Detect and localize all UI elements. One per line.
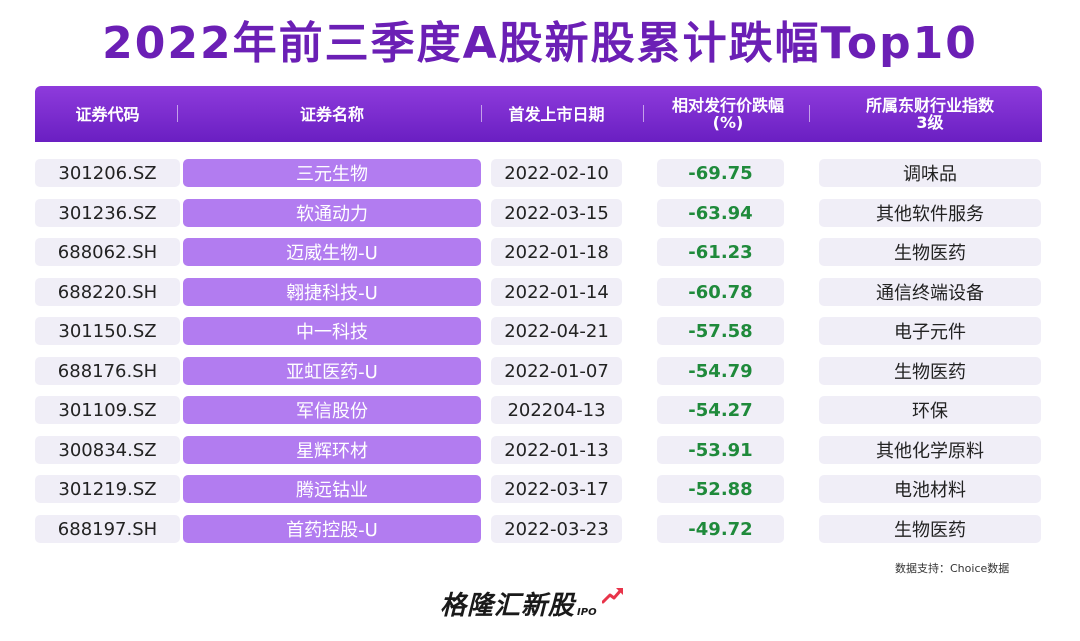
table-row: 301236.SZ 软通动力 2022-03-15 -63.94 其他软件服务 (0, 199, 1080, 227)
cell-pct: -54.27 (657, 396, 784, 424)
cell-code: 688176.SH (35, 357, 180, 385)
cell-name: 军信股份 (183, 396, 481, 424)
table-row: 301206.SZ 三元生物 2022-02-10 -69.75 调味品 (0, 159, 1080, 187)
cell-pct: -63.94 (657, 199, 784, 227)
brand-logo: 格隆汇新股 IPO (440, 586, 623, 622)
cell-date: 2022-01-14 (491, 278, 622, 306)
cell-industry: 其他软件服务 (819, 199, 1041, 227)
cell-date: 2022-01-07 (491, 357, 622, 385)
data-source-note: 数据支持：Choice数据 (895, 562, 1010, 575)
cell-pct: -57.58 (657, 317, 784, 345)
cell-name: 腾远钴业 (183, 475, 481, 503)
cell-code: 688197.SH (35, 515, 180, 543)
header-divider (643, 105, 644, 122)
header-code: 证券代码 (75, 104, 140, 124)
cell-name: 迈威生物-U (183, 238, 481, 266)
header-name: 证券名称 (299, 104, 364, 124)
table-row: 301109.SZ 军信股份 202204-13 -54.27 环保 (0, 396, 1080, 424)
cell-code: 301236.SZ (35, 199, 180, 227)
header-divider (177, 105, 178, 122)
cell-pct: -60.78 (657, 278, 784, 306)
table-header: 证券代码 证券名称 首发上市日期 相对发行价跌幅 (%) 所属东财行业指数 3级 (35, 86, 1042, 142)
cell-industry: 其他化学原料 (819, 436, 1041, 464)
cell-date: 2022-01-18 (491, 238, 622, 266)
cell-industry: 电子元件 (819, 317, 1041, 345)
table-row: 688220.SH 翱捷科技-U 2022-01-14 -60.78 通信终端设… (0, 278, 1080, 306)
cell-date: 2022-03-17 (491, 475, 622, 503)
cell-code: 688220.SH (35, 278, 180, 306)
cell-code: 688062.SH (35, 238, 180, 266)
logo-text: 格隆汇新股 (440, 591, 576, 621)
cell-name: 三元生物 (183, 159, 481, 187)
header-divider (481, 105, 482, 122)
cell-name: 翱捷科技-U (183, 278, 481, 306)
cell-date: 2022-04-21 (491, 317, 622, 345)
cell-industry: 通信终端设备 (819, 278, 1041, 306)
cell-industry: 调味品 (819, 159, 1041, 187)
cell-code: 301109.SZ (35, 396, 180, 424)
cell-pct: -52.88 (657, 475, 784, 503)
trend-up-arrow-icon (602, 588, 623, 604)
cell-pct: -54.79 (657, 357, 784, 385)
cell-code: 300834.SZ (35, 436, 180, 464)
header-date: 首发上市日期 (508, 104, 605, 124)
cell-date: 2022-02-10 (491, 159, 622, 187)
cell-name: 亚虹医药-U (183, 357, 481, 385)
cell-name: 软通动力 (183, 199, 481, 227)
header-pct: 相对发行价跌幅 (%) (671, 96, 784, 132)
table-row: 301219.SZ 腾远钴业 2022-03-17 -52.88 电池材料 (0, 475, 1080, 503)
page-title: 2022年前三季度A股新股累计跌幅Top10 (102, 18, 978, 69)
cell-name: 星辉环材 (183, 436, 481, 464)
cell-pct: -49.72 (657, 515, 784, 543)
cell-industry: 生物医药 (819, 238, 1041, 266)
cell-code: 301206.SZ (35, 159, 180, 187)
table-row: 688176.SH 亚虹医药-U 2022-01-07 -54.79 生物医药 (0, 357, 1080, 385)
cell-pct: -69.75 (657, 159, 784, 187)
cell-date: 2022-03-15 (491, 199, 622, 227)
cell-name: 中一科技 (183, 317, 481, 345)
cell-date: 2022-01-13 (491, 436, 622, 464)
cell-code: 301150.SZ (35, 317, 180, 345)
table-row: 688062.SH 迈威生物-U 2022-01-18 -61.23 生物医药 (0, 238, 1080, 266)
logo-sub: IPO (577, 607, 597, 618)
header-divider (809, 105, 810, 122)
cell-date: 202204-13 (491, 396, 622, 424)
cell-industry: 电池材料 (819, 475, 1041, 503)
cell-date: 2022-03-23 (491, 515, 622, 543)
cell-name: 首药控股-U (183, 515, 481, 543)
cell-industry: 环保 (819, 396, 1041, 424)
table-row: 300834.SZ 星辉环材 2022-01-13 -53.91 其他化学原料 (0, 436, 1080, 464)
header-industry: 所属东财行业指数 3级 (865, 96, 994, 132)
cell-industry: 生物医药 (819, 515, 1041, 543)
table-row: 301150.SZ 中一科技 2022-04-21 -57.58 电子元件 (0, 317, 1080, 345)
cell-code: 301219.SZ (35, 475, 180, 503)
cell-pct: -61.23 (657, 238, 784, 266)
table-row: 688197.SH 首药控股-U 2022-03-23 -49.72 生物医药 (0, 515, 1080, 543)
cell-pct: -53.91 (657, 436, 784, 464)
cell-industry: 生物医药 (819, 357, 1041, 385)
